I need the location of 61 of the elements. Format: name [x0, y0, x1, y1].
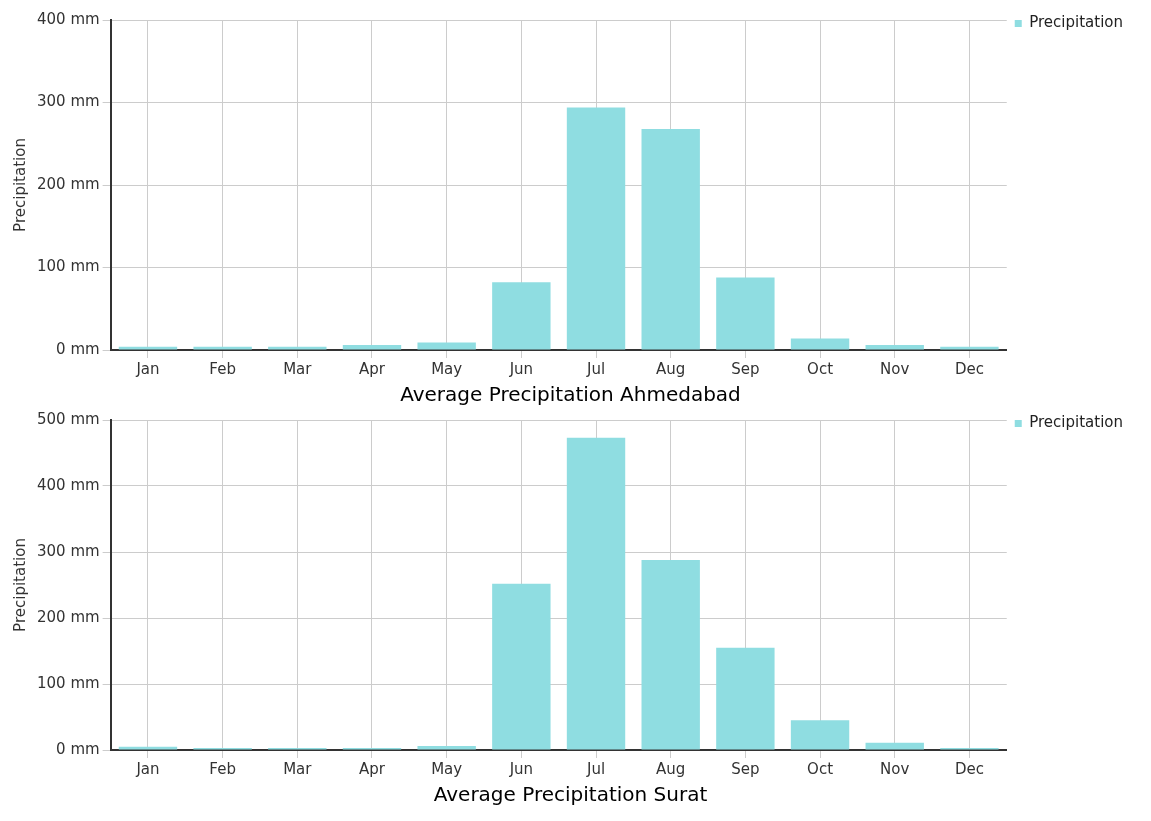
x-tick-label: Mar — [283, 759, 313, 778]
bar — [641, 128, 700, 350]
x-tick-label: Dec — [954, 759, 984, 778]
x-tick-label: Dec — [954, 359, 984, 378]
bar — [865, 742, 924, 750]
x-tick-label: Jan — [135, 759, 160, 778]
bar — [118, 746, 178, 750]
x-tick-label: Apr — [359, 759, 386, 778]
x-tick-label: Aug — [656, 359, 686, 378]
text: Average Precipitation Ahmedabad — [400, 382, 741, 407]
x-tick-label: Feb — [209, 359, 236, 378]
x-tick-label: Feb — [209, 759, 236, 778]
x-tick-label: Apr — [359, 359, 386, 378]
x-tick-label: Jul — [585, 759, 606, 778]
y-tick-label: 0 mm — [56, 339, 100, 358]
y-tick-label: 400 mm — [37, 475, 100, 494]
bar — [492, 583, 551, 750]
y-tick-label: 300 mm — [37, 541, 100, 560]
y-axis-title: Precipitation — [10, 138, 29, 232]
bar — [118, 346, 178, 350]
bar — [865, 345, 924, 350]
bar — [790, 338, 850, 350]
y-tick-label: 400 mm — [37, 9, 100, 28]
y-tick-label: 500 mm — [37, 409, 100, 428]
x-tick-label: Jan — [135, 359, 160, 378]
bar — [342, 345, 402, 350]
x-tick-label: Nov — [880, 759, 910, 778]
x-tick-label: Jun — [508, 359, 534, 378]
bar — [417, 746, 476, 750]
bar — [716, 277, 775, 350]
x-tick-label: Aug — [656, 759, 686, 778]
y-tick-label: 300 mm — [37, 92, 100, 111]
x-tick-label: Mar — [283, 359, 313, 378]
x-tick-label: May — [431, 359, 463, 378]
bar — [268, 346, 327, 350]
bar — [492, 282, 551, 350]
x-tick-label: Sep — [731, 759, 760, 778]
legend-label: Precipitation — [1029, 413, 1124, 432]
x-tick-label: May — [431, 759, 463, 778]
text: Average Precipitation Surat — [433, 782, 708, 807]
y-tick-label: 0 mm — [56, 739, 100, 758]
x-tick-label: Jun — [508, 759, 534, 778]
bar — [641, 559, 700, 750]
bar — [193, 346, 252, 350]
y-tick-label: 200 mm — [37, 174, 100, 193]
x-tick-label: Oct — [807, 359, 834, 378]
y-tick-label: 100 mm — [37, 257, 100, 276]
x-tick-label: Sep — [731, 359, 760, 378]
x-tick-label: Oct — [807, 759, 834, 778]
bar — [790, 720, 850, 750]
bar — [566, 107, 626, 350]
x-tick-label: Jul — [585, 359, 606, 378]
y-tick-label: 200 mm — [37, 607, 100, 626]
legend-label: Precipitation — [1029, 13, 1124, 32]
y-tick-label: 100 mm — [37, 673, 100, 692]
y-axis-title: Precipitation — [10, 538, 29, 632]
x-tick-label: Nov — [880, 359, 910, 378]
bar — [940, 346, 999, 350]
bar — [566, 437, 626, 750]
bar — [716, 647, 775, 750]
bar — [417, 342, 476, 350]
